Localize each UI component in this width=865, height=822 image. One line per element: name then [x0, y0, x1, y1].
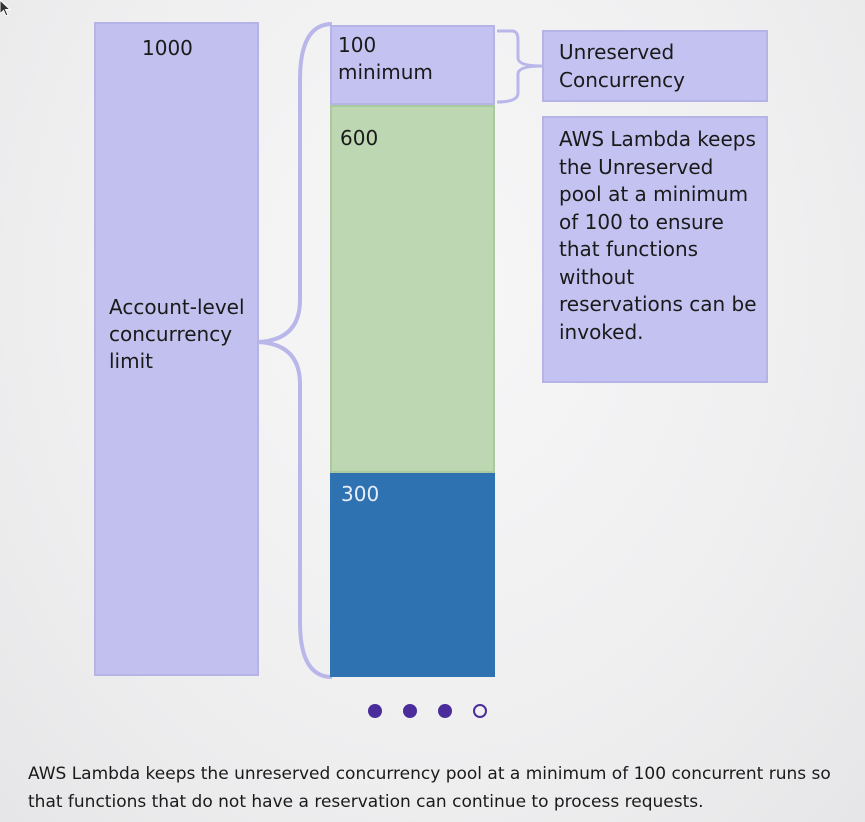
reserved-segment-300-value: 300 — [341, 482, 380, 506]
unreserved-value: 100 — [338, 33, 377, 57]
unreserved-pool-segment: 100 minimum — [330, 25, 495, 105]
account-limit-label: Account-level concurrency limit — [109, 295, 245, 373]
carousel-pagination — [368, 704, 487, 718]
unreserved-description-text: AWS Lambda keeps the Unreserved pool at … — [559, 127, 757, 344]
unreserved-description-callout: AWS Lambda keeps the Unreserved pool at … — [542, 116, 768, 383]
reserved-segment-600-value: 600 — [340, 126, 379, 150]
unreserved-minimum-note: minimum — [338, 60, 433, 84]
reserved-segment-600: 600 — [330, 105, 495, 473]
unreserved-concurrency-callout: Unreserved Concurrency — [542, 30, 768, 102]
slide-caption: AWS Lambda keeps the unreserved concurre… — [28, 764, 831, 812]
reserved-segment-300: 300 — [330, 473, 495, 677]
carousel-dot-4[interactable] — [473, 704, 487, 718]
mouse-pointer-icon — [0, 0, 12, 17]
unreserved-concurrency-title: Unreserved Concurrency — [559, 40, 686, 92]
account-limit-value: 1000 — [142, 36, 193, 60]
account-brace — [257, 22, 333, 679]
unreserved-brace — [496, 29, 543, 104]
carousel-dot-2[interactable] — [403, 704, 417, 718]
carousel-dot-3[interactable] — [438, 704, 452, 718]
carousel-dot-1[interactable] — [368, 704, 382, 718]
account-level-limit-box: 1000 Account-level concurrency limit — [94, 22, 259, 676]
